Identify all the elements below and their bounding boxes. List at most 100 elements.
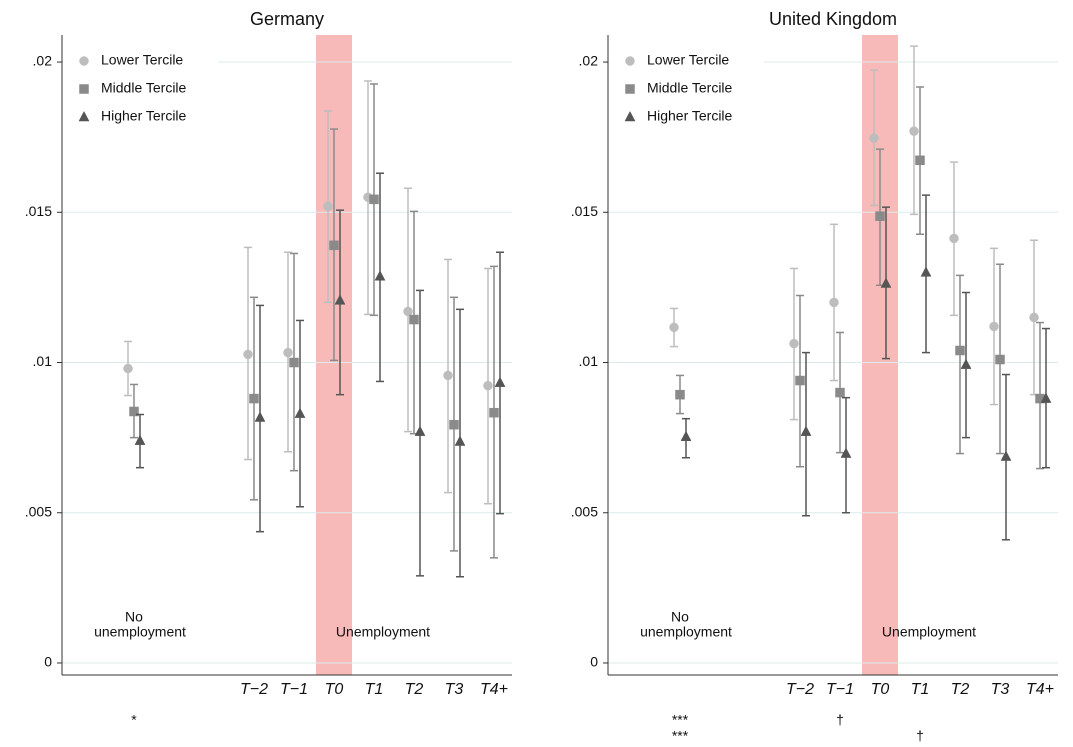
- panel: 0 .005 .01 .015 .02 United Kingdom T−2 T−1 T0 T1 T…: [571, 9, 1058, 744]
- point: [625, 56, 635, 66]
- point: [795, 375, 805, 386]
- x-tick-label: T−2: [786, 681, 814, 698]
- x-tick-label: T3: [445, 681, 464, 698]
- point: [840, 447, 852, 458]
- point: [829, 297, 839, 308]
- point: [625, 84, 635, 94]
- significance-marker: †: [836, 712, 844, 728]
- legend-label: Lower Tercile: [101, 52, 183, 68]
- y-tick-label: .005: [571, 503, 598, 519]
- point: [323, 201, 333, 212]
- point: [1040, 392, 1052, 403]
- point: [920, 266, 932, 277]
- significance-marker: *: [131, 712, 137, 728]
- point: [289, 357, 299, 368]
- point: [909, 126, 919, 136]
- point: [955, 345, 965, 356]
- annotation: unemployment: [640, 624, 732, 640]
- panel: 0 .005 .01 .015 .02 Germany T−2 T−1 T0 T1 T2 T3 T4+ L…: [25, 9, 512, 728]
- x-tick-label: T1: [911, 681, 930, 698]
- point: [680, 430, 692, 441]
- point: [123, 363, 133, 374]
- point: [494, 376, 506, 387]
- annotation: unemployment: [94, 624, 186, 640]
- annotation: Unemployment: [882, 624, 976, 640]
- x-tick-label: T0: [325, 681, 344, 698]
- point: [409, 314, 419, 325]
- x-tick-label: T1: [365, 681, 384, 698]
- annotation: Unemployment: [336, 624, 430, 640]
- x-tick-label: T0: [871, 681, 890, 698]
- y-tick-label: .015: [571, 203, 598, 219]
- highlight-band: [862, 35, 898, 675]
- chart-title: Germany: [250, 9, 324, 29]
- x-tick-label: T4+: [480, 681, 508, 698]
- significance-marker: ***: [672, 728, 689, 744]
- point: [79, 56, 89, 66]
- point: [243, 349, 253, 360]
- point: [1029, 312, 1039, 323]
- point: [249, 393, 259, 404]
- point: [989, 321, 999, 332]
- point: [334, 294, 346, 305]
- point: [414, 425, 426, 436]
- x-tick-label: T−2: [240, 681, 268, 698]
- point: [995, 354, 1005, 365]
- point: [329, 240, 339, 251]
- point: [949, 233, 959, 244]
- point: [403, 306, 413, 317]
- point: [835, 387, 845, 398]
- point: [443, 370, 453, 381]
- x-tick-label: T2: [405, 681, 424, 698]
- legend-label: Middle Tercile: [101, 80, 187, 96]
- legend-box: [609, 40, 764, 135]
- legend-label: Lower Tercile: [647, 52, 729, 68]
- y-tick-label: 0: [44, 654, 52, 670]
- point: [624, 110, 636, 122]
- point: [369, 194, 379, 205]
- legend-box: [63, 40, 218, 135]
- point: [669, 322, 679, 333]
- chart-title: United Kingdom: [769, 9, 897, 29]
- point: [1000, 450, 1012, 461]
- point: [915, 155, 925, 166]
- point: [880, 277, 892, 288]
- legend-label: Higher Tercile: [101, 108, 187, 124]
- point: [449, 419, 459, 430]
- point: [675, 389, 685, 400]
- point: [800, 425, 812, 436]
- y-tick-label: .015: [25, 203, 52, 219]
- x-tick-label: T2: [951, 681, 970, 698]
- y-tick-label: .02: [579, 53, 599, 69]
- point: [483, 380, 493, 391]
- annotation: No: [671, 609, 689, 625]
- y-tick-label: 0: [590, 654, 598, 670]
- point: [78, 110, 90, 122]
- point: [869, 133, 879, 143]
- point: [129, 406, 139, 417]
- legend-label: Middle Tercile: [647, 80, 733, 96]
- point: [254, 411, 266, 422]
- annotation: No: [125, 609, 143, 625]
- point: [789, 338, 799, 349]
- legend-label: Higher Tercile: [647, 108, 733, 124]
- y-tick-label: .005: [25, 503, 52, 519]
- significance-marker: ***: [672, 712, 689, 728]
- point: [489, 407, 499, 418]
- y-tick-label: .01: [579, 353, 599, 369]
- x-tick-label: T4+: [1026, 681, 1054, 698]
- error-bar: [956, 274, 964, 455]
- point: [875, 211, 885, 221]
- significance-marker: †: [916, 728, 924, 744]
- point: [79, 84, 89, 94]
- x-tick-label: T−1: [826, 681, 854, 698]
- point: [283, 347, 293, 358]
- y-tick-label: .01: [33, 353, 53, 369]
- y-tick-label: .02: [33, 53, 53, 69]
- x-tick-label: T3: [991, 681, 1010, 698]
- point: [454, 435, 466, 446]
- point: [294, 407, 306, 418]
- point: [134, 434, 146, 445]
- point: [960, 358, 972, 369]
